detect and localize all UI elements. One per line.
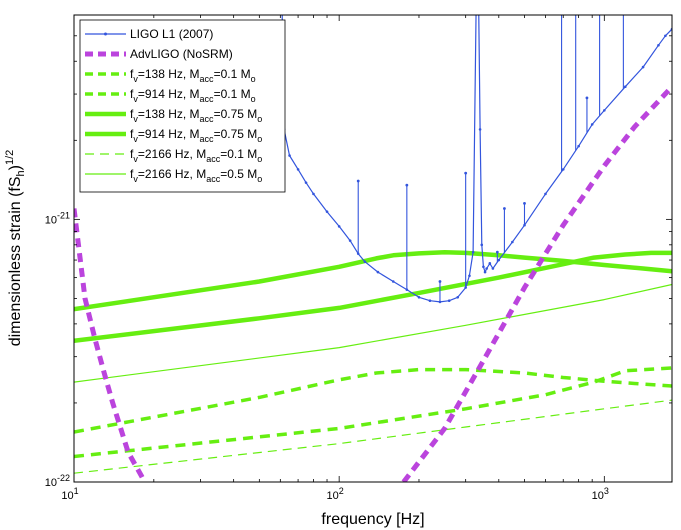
series-0-point [337,225,341,228]
y-axis-title-main: dimensionless strain (fS [7,176,24,346]
y-axis-title-sup: 1/2 [4,150,16,165]
series-0-spike-point [405,183,409,187]
series-0-point [657,44,660,47]
series-0-point [417,295,421,299]
series-0-spike-point [495,250,499,254]
series-0-spike-point [585,96,589,100]
legend-label-1: AdvLIGO (NoSRM) [130,47,233,61]
series-7-line [74,283,672,383]
y-axis-title: dimensionless strain (fSh)1/2 [4,150,27,347]
series-1-line-high [401,84,672,482]
series-layer [74,10,672,482]
legend-label-7: fv=2166 Hz, Macc=0.5 Mo [130,167,262,184]
series-0-point [288,154,291,157]
series-0-point [376,270,380,274]
series-0-point [603,109,606,112]
x-tick-label: 102 [327,486,344,502]
series-0-point [356,252,360,256]
series-0-point [456,295,460,299]
series-0-point [488,262,492,265]
series-0-point [391,280,395,283]
series-0-point [544,192,547,196]
legend-label-5: fv=914 Hz, Macc=0.75 Mo [130,127,262,144]
series-0-point [438,300,442,304]
legend-label-2: fv=138 Hz, Macc=0.1 Mo [130,67,256,84]
series-0-point [348,239,352,242]
series-0-point [511,240,514,244]
series-0-point [624,85,627,88]
tick-layer: 101 102 103 10-22 10-21 [45,14,672,502]
legend-label-4: fv=138 Hz, Macc=0.75 Mo [130,107,262,124]
series-0-spike-point [464,171,468,175]
series-0-point [483,270,487,274]
y-axis-title-sub: h [15,170,27,176]
legend-label-3: fv=914 Hz, Macc=0.1 Mo [130,87,256,104]
series-6-line [74,399,672,474]
series-0-point [296,168,300,171]
legend: LIGO L1 (2007) AdvLIGO (NoSRM) fv=138 Hz, … [79,19,286,193]
x-axis-title: frequency [Hz] [321,511,424,528]
series-4-line [74,249,672,312]
series-0-point [482,265,485,269]
series-0-point [428,299,432,303]
series-0-point [497,258,501,262]
legend-label-6: fv=2166 Hz, Macc=0.1 Mo [130,147,262,164]
series-0-point [590,123,594,126]
series-0-point [312,192,315,196]
series-0-point [363,260,367,263]
series-0-point [480,243,484,247]
series-0-point [464,286,467,289]
x-tick-label: 101 [61,486,78,502]
series-0-point [304,181,308,184]
series-0-point [523,223,526,227]
legend-box [79,19,286,193]
series-5-line [74,250,672,344]
y-axis-title-tail: ) [7,165,24,170]
legend-entries: LIGO L1 (2007) AdvLIGO (NoSRM) fv=138 Hz, … [85,27,262,184]
series-0-spike-point [523,202,526,205]
series-0-point [405,288,409,291]
series-0-point [478,128,482,131]
series-0-point [447,299,451,303]
legend-sample-point [104,32,107,36]
series-0-spike-point [622,10,625,13]
series-0-spike-point [438,280,442,283]
series-0-point [561,168,565,171]
x-tick-label: 103 [592,486,609,502]
series-2-line [74,367,672,434]
series-0-spike-point [503,207,506,210]
series-0-point [471,250,475,254]
plot-frame [73,14,673,483]
series-0-point [664,34,667,38]
series-1-line [74,208,148,482]
y-tick-label: 10-21 [45,210,70,226]
legend-label-0: LIGO L1 (2007) [130,27,213,41]
series-0-spike-point [356,179,360,183]
series-0-point [468,274,471,278]
series-0-point [485,267,488,270]
series-0-point [325,210,329,213]
y-tick-label: 10-22 [45,473,70,489]
series-0-point [491,267,495,270]
series-0-point [577,144,580,148]
series-0-point [641,65,645,69]
